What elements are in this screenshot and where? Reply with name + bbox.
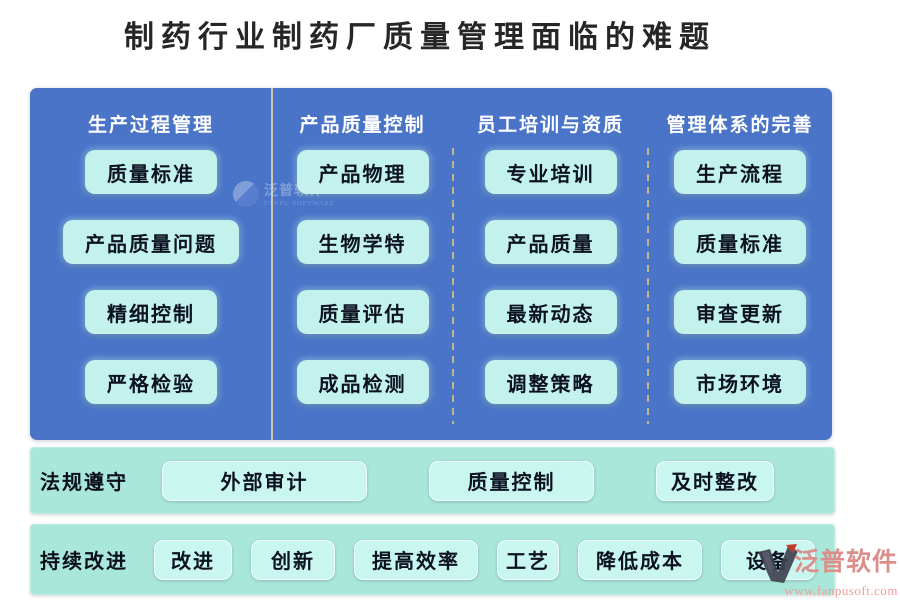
column-divider-solid [271,88,273,440]
topic-tile[interactable]: 市场环境 [674,360,806,404]
panel-columns: 生产过程管理 质量标准 产品质量问题 精细控制 严格检验 产品质量控制 产品物理 生物学… [30,88,832,440]
bottom-bar-0: 法规遵守 外部审计 质量控制 及时整改 [30,447,835,514]
topic-chip[interactable]: 改进 [154,539,232,580]
panel-column: 员工培训与资质 专业培训产品质量最新动态调整策略 [453,88,648,440]
column-header: 生产过程管理 [87,115,214,136]
topic-tile[interactable]: 产品质量 [484,220,617,264]
column-items: 产品物理生物学特质量评估成品检测 [296,150,429,430]
topic-tile[interactable]: 质量标准 [674,220,806,264]
topic-tile[interactable]: 精细控制 [85,290,217,334]
topic-chip[interactable]: 工艺 [497,539,559,580]
topic-tile[interactable]: 质量评估 [296,290,429,334]
topic-tile[interactable]: 生产流程 [674,150,806,194]
topic-chip[interactable]: 提高效率 [354,539,478,580]
column-divider-dashed-1 [452,148,454,424]
topic-tile[interactable]: 产品物理 [296,150,429,194]
topic-tile[interactable]: 产品质量问题 [63,220,239,264]
column-items: 质量标准产品质量问题 精细控制严格检验 [63,150,239,430]
bar-items: 外部审计 质量控制 及时整改 [162,460,774,501]
topic-tile[interactable]: 质量标准 [85,150,217,194]
topic-chip[interactable]: 降低成本 [578,539,702,580]
topic-chip[interactable]: 外部审计 [162,460,367,501]
topic-tile[interactable]: 成品检测 [296,360,429,404]
bottom-bars: 法规遵守 外部审计 质量控制 及时整改 持续改进 改进 创新 提高效率 工艺 降低成本 设备 [30,447,835,595]
bar-items: 改进 创新 提高效率 工艺 降低成本 设备 [154,539,815,580]
panel-column: 生产过程管理 质量标准产品质量问题 精细控制严格检验 [30,88,272,440]
topic-chip[interactable]: 设备 [721,539,815,580]
column-items: 专业培训产品质量最新动态调整策略 [484,150,617,430]
panel-column: 产品质量控制 产品物理生物学特质量评估成品检测 [272,88,453,440]
topic-chip[interactable]: 创新 [251,539,335,580]
column-header: 产品质量控制 [299,115,426,136]
column-header: 管理体系的完善 [666,115,814,136]
topic-tile[interactable]: 生物学特 [296,220,429,264]
panel-column: 管理体系的完善 生产流程质量标准审查更新市场环境 [648,88,832,440]
column-divider-dashed-2 [647,148,649,424]
bar-label: 法规遵守 [40,472,128,494]
main-panel: 生产过程管理 质量标准 产品质量问题 精细控制 严格检验 产品质量控制 产品物理 生物学… [30,88,832,440]
topic-chip[interactable]: 质量控制 [429,460,594,501]
topic-tile[interactable]: 审查更新 [674,290,806,334]
column-items: 生产流程质量标准审查更新市场环境 [674,150,806,430]
topic-tile[interactable]: 严格检验 [85,360,217,404]
topic-tile[interactable]: 调整策略 [484,360,617,404]
topic-tile[interactable]: 最新动态 [484,290,617,334]
bottom-bar-1: 持续改进 改进 创新 提高效率 工艺 降低成本 设备 [30,524,835,595]
topic-tile[interactable]: 专业培训 [484,150,617,194]
page-title: 制药行业制药厂质量管理面临的难题 [124,21,716,54]
column-header: 员工培训与资质 [476,115,624,136]
bar-label: 持续改进 [40,551,128,573]
topic-chip[interactable]: 及时整改 [656,460,774,501]
